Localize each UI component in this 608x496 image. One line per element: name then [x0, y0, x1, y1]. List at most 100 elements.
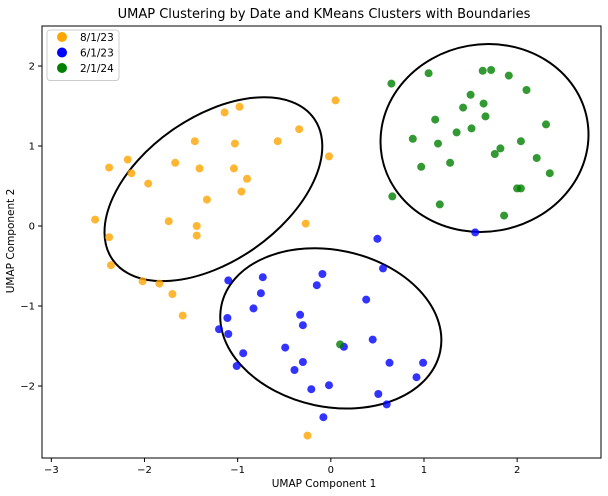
- point-2/1/24: [408, 134, 417, 143]
- point-2/1/24: [496, 144, 505, 153]
- legend-marker: [57, 32, 67, 42]
- point-2/1/24: [388, 192, 397, 201]
- legend: 8/1/23 6/1/23 2/1/24: [46, 29, 120, 81]
- point-8/1/23: [235, 102, 244, 111]
- cluster-boundary-1: [103, 96, 324, 283]
- point-2/1/24: [532, 154, 541, 162]
- x-tick-label: −3: [44, 465, 59, 476]
- point-8/1/23: [105, 163, 114, 172]
- point-2/1/24: [479, 99, 488, 108]
- y-tick-label: −2: [20, 382, 35, 393]
- point-8/1/23: [192, 231, 201, 240]
- point-8/1/23: [295, 125, 304, 134]
- x-tick-label: 0: [328, 465, 334, 476]
- x-axis-label: UMAP Component 1: [272, 478, 377, 490]
- point-6/1/23: [412, 373, 421, 382]
- point-8/1/23: [220, 108, 229, 117]
- point-8/1/23: [171, 158, 180, 167]
- point-6/1/23: [373, 234, 382, 243]
- point-6/1/23: [239, 349, 248, 358]
- point-2/1/24: [516, 137, 525, 146]
- x-axis-ticks: −3 −2 −1 0 1 2: [44, 458, 520, 476]
- point-6/1/23: [215, 325, 223, 334]
- point-2/1/24: [481, 112, 490, 121]
- point-2/1/24: [417, 162, 426, 171]
- point-8/1/23: [190, 137, 199, 146]
- point-6/1/23: [281, 343, 290, 352]
- point-8/1/23: [243, 174, 251, 183]
- point-6/1/23: [368, 335, 377, 344]
- data-points: [91, 66, 554, 440]
- point-6/1/23: [232, 362, 241, 370]
- point-8/1/23: [301, 219, 310, 228]
- point-8/1/23: [230, 139, 239, 148]
- point-8/1/23: [273, 137, 282, 146]
- point-6/1/23: [471, 228, 480, 237]
- point-6/1/23: [258, 273, 267, 282]
- legend-label: 2/1/24: [80, 63, 114, 75]
- point-2/1/24: [459, 103, 468, 112]
- point-2/1/24: [516, 184, 525, 193]
- legend-marker: [57, 63, 67, 73]
- point-6/1/23: [224, 276, 233, 285]
- point-6/1/23: [379, 264, 387, 273]
- y-axis-ticks: −2 −1 0 1 2: [20, 62, 42, 393]
- point-2/1/24: [545, 169, 554, 178]
- point-2/1/24: [387, 79, 396, 88]
- point-2/1/24: [542, 120, 550, 129]
- point-2/1/24: [500, 211, 509, 220]
- x-tick-label: 1: [421, 465, 427, 476]
- point-6/1/23: [325, 381, 333, 390]
- y-tick-label: −1: [20, 302, 35, 313]
- point-6/1/23: [374, 390, 383, 398]
- point-2/1/24: [435, 200, 444, 209]
- plot-frame: [41, 25, 602, 459]
- point-8/1/23: [192, 222, 201, 230]
- point-8/1/23: [155, 279, 164, 288]
- legend-label: 6/1/23: [80, 48, 114, 60]
- y-tick-label: 0: [29, 222, 35, 233]
- point-6/1/23: [318, 270, 327, 278]
- point-6/1/23: [385, 358, 394, 367]
- point-6/1/23: [312, 281, 321, 290]
- cluster-boundary-2: [219, 247, 443, 410]
- point-2/1/24: [504, 71, 513, 80]
- point-6/1/23: [256, 289, 265, 298]
- point-2/1/24: [446, 158, 455, 167]
- point-8/1/23: [237, 187, 246, 196]
- point-8/1/23: [325, 152, 333, 161]
- point-6/1/23: [362, 295, 371, 304]
- legend-label: 8/1/23: [80, 32, 114, 44]
- point-8/1/23: [202, 195, 211, 204]
- chart-title: UMAP Clustering by Date and KMeans Clust…: [118, 7, 531, 22]
- point-2/1/24: [466, 90, 475, 99]
- x-tick-label: −1: [230, 465, 245, 476]
- point-2/1/24: [434, 139, 442, 148]
- point-6/1/23: [290, 366, 299, 374]
- point-8/1/23: [105, 233, 114, 242]
- point-8/1/23: [164, 217, 173, 226]
- x-tick-label: −2: [137, 465, 152, 476]
- legend-marker: [57, 47, 67, 58]
- point-8/1/23: [144, 179, 153, 188]
- point-2/1/24: [522, 86, 531, 94]
- point-8/1/23: [138, 277, 147, 286]
- point-6/1/23: [307, 385, 316, 394]
- cluster-boundaries: [103, 43, 590, 410]
- point-6/1/23: [224, 330, 233, 338]
- point-8/1/23: [123, 155, 132, 164]
- point-6/1/23: [223, 314, 232, 322]
- point-2/1/24: [424, 69, 433, 78]
- point-8/1/23: [178, 311, 187, 320]
- point-2/1/24: [490, 150, 499, 158]
- point-8/1/23: [168, 290, 177, 298]
- point-2/1/24: [452, 128, 461, 137]
- point-2/1/24: [478, 66, 487, 75]
- y-tick-label: 2: [29, 62, 35, 73]
- point-6/1/23: [249, 304, 258, 313]
- point-6/1/23: [419, 358, 428, 367]
- point-8/1/23: [331, 96, 340, 105]
- point-8/1/23: [91, 215, 100, 224]
- point-8/1/23: [127, 169, 136, 178]
